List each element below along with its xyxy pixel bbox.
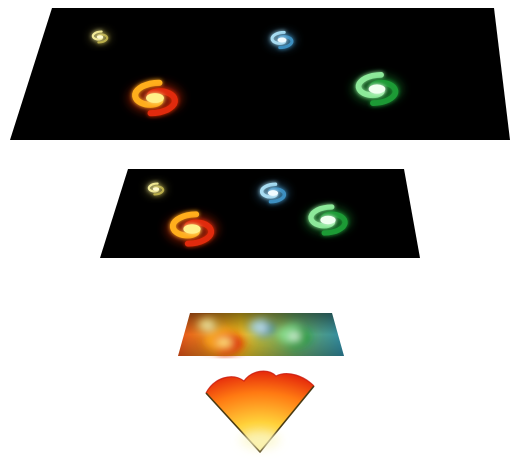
yellow-galaxy [146,182,166,196]
red-orange-galaxy [166,211,218,247]
red-orange-galaxy-core [183,224,201,234]
blue-galaxy [268,30,296,50]
top-layer [10,8,510,140]
yellow-galaxy-core [152,187,160,191]
blue-galaxy [257,182,289,204]
blue-galaxy-core [277,37,287,43]
green-galaxy-core [320,215,336,225]
red-orange-galaxy-blurred-core [216,338,232,346]
yellow-galaxy-core [96,35,104,39]
green-galaxy [352,72,402,106]
yellow-galaxy [90,30,110,44]
yellow-galaxy-blurred-core [205,324,213,328]
bottom-layer-galaxies [197,319,312,355]
red-orange-galaxy-blurred [203,329,245,355]
blue-galaxy-blurred-core [257,325,267,331]
blue-galaxy-blurred [248,320,276,336]
middle-layer-plane [100,169,420,258]
middle-layer-galaxies [146,182,351,247]
top-layer-galaxies [90,30,402,117]
top-layer-plane [10,8,510,140]
bottom-blurred-layer [178,313,344,356]
red-orange-galaxy-core [146,93,164,103]
middle-layer [100,169,420,258]
cone-funnel [205,370,315,453]
red-orange-galaxy [128,79,182,117]
green-galaxy [305,204,351,236]
green-galaxy-blurred [276,326,312,346]
green-galaxy-core [368,84,386,94]
blue-galaxy-core [267,190,279,196]
yellow-galaxy-blurred [197,319,221,333]
green-galaxy-blurred-core [288,333,300,339]
cone-body [206,371,314,452]
cone-rim [205,385,315,453]
